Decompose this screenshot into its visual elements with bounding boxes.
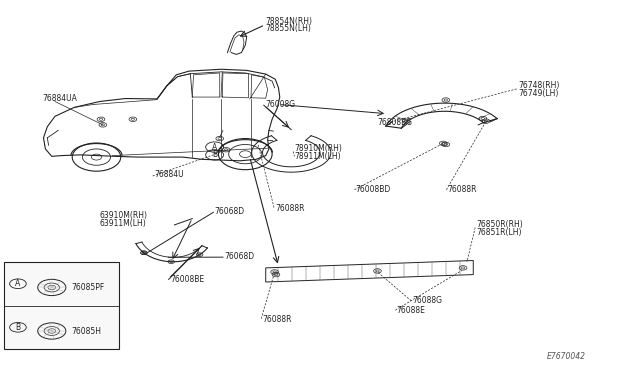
Text: B: B [212, 150, 217, 159]
Text: 76008G: 76008G [266, 100, 296, 109]
Text: 76088R: 76088R [262, 315, 292, 324]
Text: 78855N(LH): 78855N(LH) [266, 23, 312, 33]
Text: 76088R: 76088R [275, 204, 305, 213]
Text: 76085H: 76085H [71, 327, 101, 336]
Text: 76851R(LH): 76851R(LH) [476, 228, 522, 237]
Text: 76068D: 76068D [214, 208, 244, 217]
Text: 78911M(LH): 78911M(LH) [294, 152, 341, 161]
Text: 78910M(RH): 78910M(RH) [294, 144, 342, 153]
Text: 78854N(RH): 78854N(RH) [266, 17, 313, 26]
Text: 76088G: 76088G [413, 296, 443, 305]
Text: 76085PF: 76085PF [71, 283, 104, 292]
Text: 76068D: 76068D [224, 252, 254, 261]
Text: 76808BG: 76808BG [378, 119, 412, 128]
FancyBboxPatch shape [4, 262, 119, 349]
Text: A: A [15, 279, 20, 288]
Text: 76748(RH): 76748(RH) [518, 81, 559, 90]
Text: 76749(LH): 76749(LH) [518, 89, 558, 98]
Text: B: B [15, 323, 20, 332]
Text: 76884UA: 76884UA [42, 94, 77, 103]
Text: 76884U: 76884U [154, 170, 184, 179]
Text: 76088E: 76088E [397, 306, 426, 315]
Text: 76850R(RH): 76850R(RH) [476, 221, 524, 230]
Text: E7670042: E7670042 [547, 352, 586, 361]
Text: 76008BD: 76008BD [355, 185, 390, 194]
Text: 76008BE: 76008BE [170, 275, 204, 284]
Text: 76088R: 76088R [448, 185, 477, 194]
Text: A: A [212, 142, 217, 151]
Text: 63911M(LH): 63911M(LH) [100, 219, 147, 228]
Text: 63910M(RH): 63910M(RH) [100, 211, 148, 220]
